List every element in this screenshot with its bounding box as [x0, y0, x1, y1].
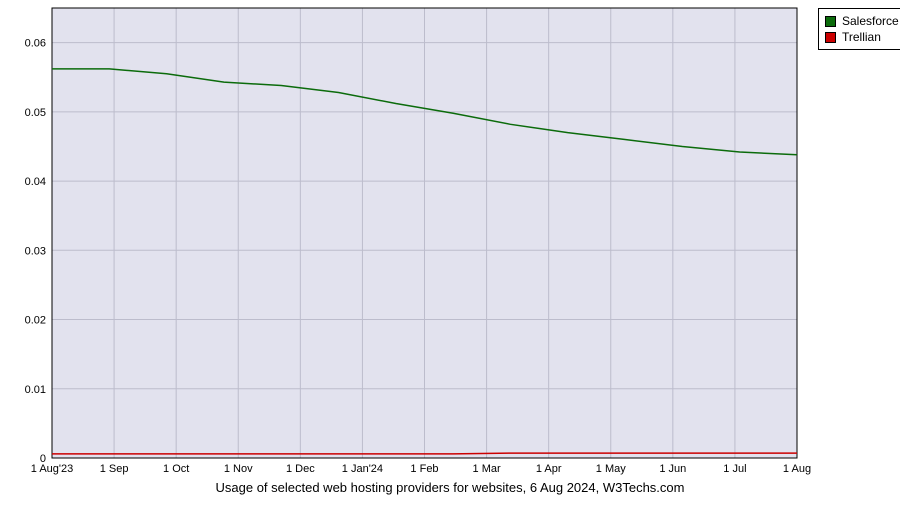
x-tick-label: 1 Mar: [473, 463, 501, 475]
x-tick-label: 1 Apr: [536, 463, 562, 475]
legend-item: Trellian: [825, 29, 899, 45]
legend: SalesforceTrellian: [818, 8, 900, 50]
x-tick-label: 1 May: [596, 463, 626, 475]
legend-label: Salesforce: [842, 13, 899, 29]
y-tick-label: 0.04: [25, 176, 46, 188]
x-tick-label: 1 Nov: [224, 463, 253, 475]
chart-caption: Usage of selected web hosting providers …: [0, 480, 900, 495]
line-chart: 00.010.020.030.040.050.061 Aug'231 Sep1 …: [0, 0, 900, 500]
series-line-trellian: [52, 453, 797, 454]
legend-item: Salesforce: [825, 13, 899, 29]
x-tick-label: 1 Aug: [783, 463, 811, 475]
x-tick-label: 1 Jan'24: [342, 463, 383, 475]
y-tick-label: 0.03: [25, 245, 46, 257]
legend-swatch: [825, 16, 836, 27]
chart-container: 00.010.020.030.040.050.061 Aug'231 Sep1 …: [0, 0, 900, 500]
x-tick-label: 1 Dec: [286, 463, 315, 475]
legend-swatch: [825, 32, 836, 43]
y-tick-label: 0.06: [25, 38, 46, 50]
y-tick-label: 0.05: [25, 107, 46, 119]
legend-label: Trellian: [842, 29, 881, 45]
x-tick-label: 1 Jun: [659, 463, 686, 475]
caption-text: Usage of selected web hosting providers …: [216, 480, 685, 495]
y-tick-label: 0.01: [25, 384, 46, 396]
x-tick-label: 1 Oct: [163, 463, 189, 475]
x-tick-label: 1 Feb: [410, 463, 438, 475]
y-tick-label: 0.02: [25, 315, 46, 327]
x-tick-label: 1 Aug'23: [31, 463, 73, 475]
x-tick-label: 1 Sep: [100, 463, 129, 475]
x-tick-label: 1 Jul: [723, 463, 746, 475]
